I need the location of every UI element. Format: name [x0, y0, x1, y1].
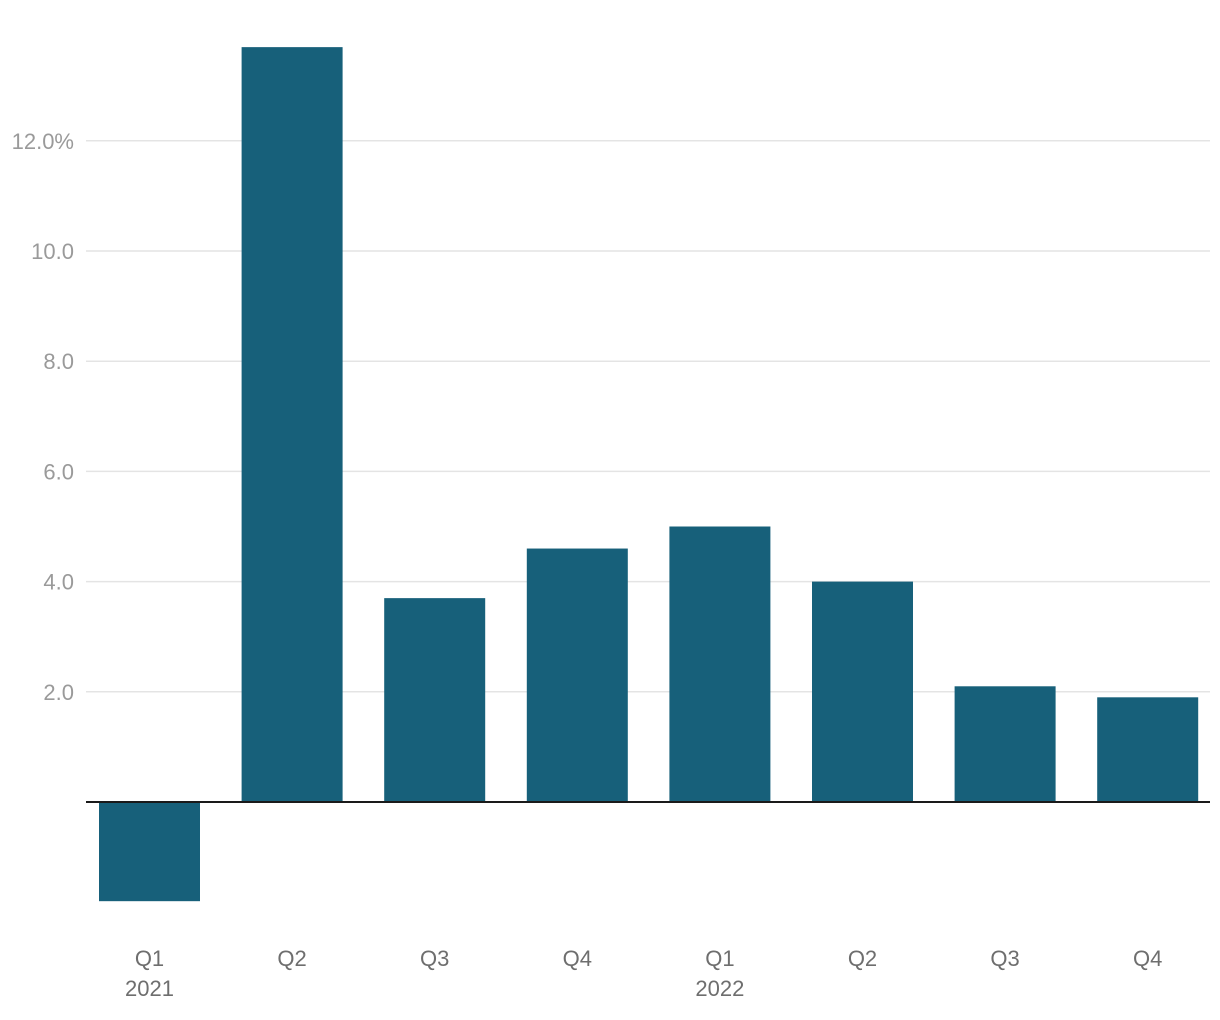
- bar: [384, 598, 486, 802]
- bar: [241, 47, 343, 802]
- x-tick-label: Q2: [277, 946, 306, 971]
- x-group-label: 2021: [125, 976, 174, 1001]
- bar: [99, 802, 200, 902]
- x-axis-labels: Q1 Q2 Q3 Q4 Q1 Q2 Q3 Q4 2021 2022: [125, 946, 1162, 1001]
- y-tick-label: 10.0: [31, 239, 74, 264]
- x-tick-label: Q1: [705, 946, 734, 971]
- y-tick-label: 2.0: [43, 680, 74, 705]
- bar: [1097, 697, 1199, 802]
- x-group-label: 2022: [695, 976, 744, 1001]
- y-tick-label: 6.0: [43, 459, 74, 484]
- y-axis-tick-labels: 2.0 4.0 6.0 8.0 10.0 12.0%: [12, 129, 74, 705]
- y-tick-label: 12.0%: [12, 129, 74, 154]
- bar: [526, 548, 628, 802]
- x-tick-label: Q4: [563, 946, 592, 971]
- x-tick-label: Q1: [135, 946, 164, 971]
- bar: [669, 526, 771, 802]
- x-tick-label: Q4: [1133, 946, 1162, 971]
- bar: [954, 686, 1056, 802]
- y-tick-label: 8.0: [43, 349, 74, 374]
- x-tick-label: Q2: [848, 946, 877, 971]
- bar: [812, 581, 913, 802]
- x-tick-label: Q3: [990, 946, 1019, 971]
- bars: [99, 47, 1199, 902]
- y-tick-label: 4.0: [43, 570, 74, 595]
- x-tick-label: Q3: [420, 946, 449, 971]
